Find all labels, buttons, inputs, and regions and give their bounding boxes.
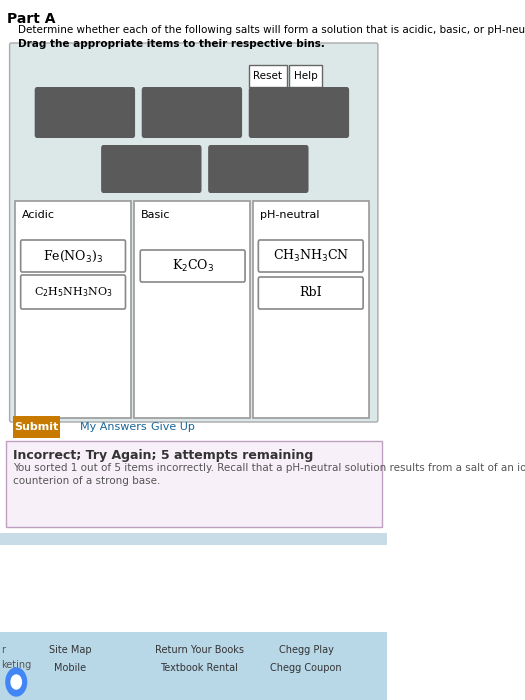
FancyBboxPatch shape [208, 145, 309, 193]
Circle shape [6, 668, 27, 696]
Bar [0, 533, 387, 545]
Text: Chegg Coupon: Chegg Coupon [270, 663, 342, 673]
Text: Mobile: Mobile [54, 663, 86, 673]
FancyBboxPatch shape [35, 87, 135, 138]
FancyBboxPatch shape [140, 250, 245, 282]
Text: counterion of a strong base.: counterion of a strong base. [13, 476, 161, 486]
Text: Help: Help [293, 71, 318, 81]
FancyBboxPatch shape [142, 87, 242, 138]
Text: r: r [2, 645, 5, 655]
FancyBboxPatch shape [20, 240, 125, 272]
Text: RbI: RbI [299, 286, 322, 300]
Text: Textbook Rental: Textbook Rental [160, 663, 238, 673]
FancyBboxPatch shape [134, 201, 250, 418]
FancyBboxPatch shape [16, 201, 131, 418]
FancyBboxPatch shape [101, 145, 202, 193]
Text: Basic: Basic [141, 210, 171, 220]
Text: pH-neutral: pH-neutral [260, 210, 319, 220]
Text: Submit: Submit [14, 422, 58, 432]
Text: K$_2$CO$_3$: K$_2$CO$_3$ [172, 258, 214, 274]
Text: Acidic: Acidic [22, 210, 55, 220]
Bar [0, 632, 387, 700]
Text: Drag the appropriate items to their respective bins.: Drag the appropriate items to their resp… [18, 39, 326, 49]
FancyBboxPatch shape [258, 240, 363, 272]
Text: Fe(NO$_3$)$_3$: Fe(NO$_3$)$_3$ [43, 248, 103, 264]
Text: Part A: Part A [7, 12, 56, 26]
Text: Reset: Reset [254, 71, 282, 81]
Text: CH$_3$NH$_3$CN: CH$_3$NH$_3$CN [272, 248, 349, 264]
Text: Incorrect; Try Again; 5 attempts remaining: Incorrect; Try Again; 5 attempts remaini… [13, 449, 313, 462]
FancyBboxPatch shape [9, 43, 378, 422]
Circle shape [11, 675, 22, 689]
Text: Site Map: Site Map [49, 645, 91, 655]
FancyBboxPatch shape [258, 277, 363, 309]
FancyBboxPatch shape [249, 65, 287, 87]
FancyBboxPatch shape [20, 275, 125, 309]
Text: Chegg Play: Chegg Play [279, 645, 334, 655]
Text: keting: keting [2, 660, 31, 670]
FancyBboxPatch shape [253, 201, 369, 418]
Text: Give Up: Give Up [151, 422, 195, 432]
Text: C$_2$H$_5$NH$_3$NO$_3$: C$_2$H$_5$NH$_3$NO$_3$ [34, 285, 112, 299]
FancyBboxPatch shape [13, 416, 60, 438]
FancyBboxPatch shape [289, 65, 322, 87]
Text: Return Your Books: Return Your Books [155, 645, 244, 655]
Text: My Answers: My Answers [80, 422, 146, 432]
Text: You sorted 1 out of 5 items incorrectly. Recall that a pH-neutral solution resul: You sorted 1 out of 5 items incorrectly.… [13, 463, 525, 473]
Text: Determine whether each of the following salts will form a solution that is acidi: Determine whether each of the following … [18, 25, 525, 35]
FancyBboxPatch shape [6, 441, 382, 527]
FancyBboxPatch shape [249, 87, 349, 138]
